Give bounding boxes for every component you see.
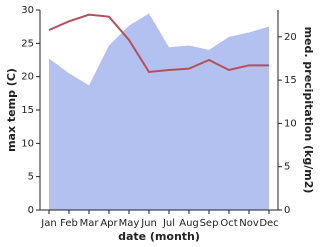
y2-tick-label: 15	[284, 75, 297, 86]
y-axis-title: max temp (C)	[5, 68, 18, 152]
x-axis-title: date (month)	[118, 230, 200, 243]
x-tick-label: Jun	[140, 218, 157, 229]
x-tick-label: Jan	[40, 218, 56, 229]
y2-tick-label: 10	[284, 118, 297, 129]
x-tick-label: Apr	[100, 218, 118, 229]
y2-tick-label: 20	[284, 32, 297, 43]
y2-tick-label: 5	[284, 162, 290, 173]
x-tick-label: Dec	[259, 218, 278, 229]
y-tick-label: 20	[21, 72, 34, 83]
y-tick-label: 15	[21, 105, 34, 116]
x-tick-label: May	[119, 218, 140, 229]
y2-tick-label: 0	[284, 205, 290, 216]
y2-axis-title: med. precipitation (kg/m2)	[302, 27, 315, 194]
precip-area	[49, 13, 269, 211]
y-tick-label: 10	[21, 138, 34, 149]
x-tick-label: Sep	[200, 218, 219, 229]
x-tick-label: Oct	[220, 218, 237, 229]
y-tick-label: 5	[28, 172, 34, 183]
x-tick-label: Feb	[60, 218, 78, 229]
x-tick-label: Aug	[179, 218, 199, 229]
y-tick-label: 0	[28, 205, 34, 216]
temp-line	[48, 13, 269, 74]
y-tick-label: 30	[21, 5, 34, 16]
x-tick-label: Mar	[80, 218, 100, 229]
x-tick-label: Nov	[239, 218, 259, 229]
x-tick-label: Jul	[162, 218, 175, 229]
y-tick-label: 25	[21, 38, 34, 49]
